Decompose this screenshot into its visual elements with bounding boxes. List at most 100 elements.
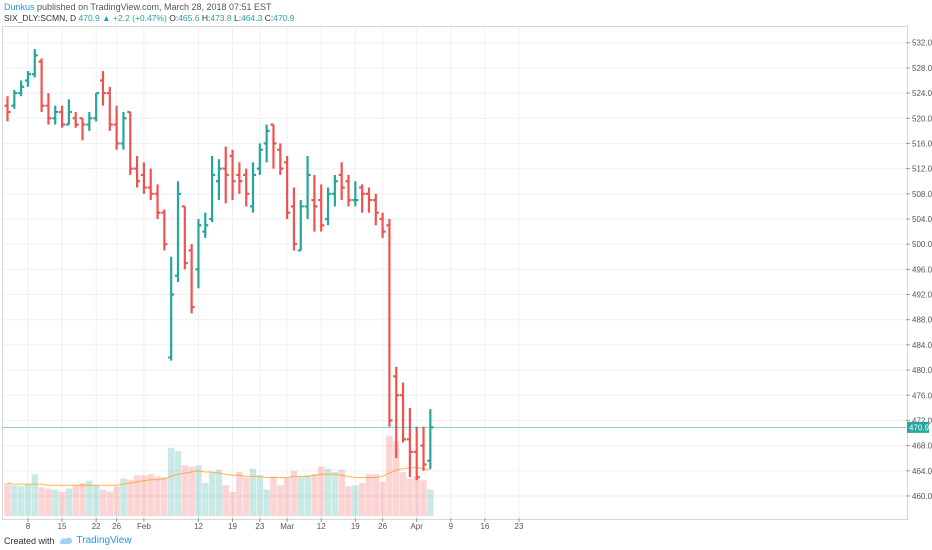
close-label: C:	[264, 13, 274, 23]
ohlc-bar	[11, 89, 18, 109]
publish-info: Dunkus published on TradingView.com, Mar…	[4, 2, 272, 13]
volume-bar	[167, 447, 175, 516]
x-tick-label: 23	[255, 522, 264, 531]
volume-bar	[202, 483, 209, 516]
y-tick-label: 504.0	[912, 215, 932, 224]
ohlc-bar	[175, 181, 181, 282]
ohlc-bar	[79, 117, 86, 141]
ohlc-bar	[99, 71, 106, 106]
ohlc-bar	[52, 105, 59, 125]
ohlc-bar	[304, 156, 311, 219]
ohlc-bar	[134, 156, 141, 188]
y-tick-label: 532.0	[912, 39, 932, 48]
y-tick-label: 496.0	[912, 265, 932, 274]
up-arrow-icon: ▲	[102, 13, 111, 23]
volume-bar	[195, 465, 202, 516]
x-tick-label: 15	[58, 522, 67, 531]
ohlc-bar	[318, 184, 325, 232]
ohlc-bar	[154, 184, 161, 219]
y-tick-label: 488.0	[912, 316, 932, 325]
created-with-label: Created with	[4, 535, 55, 546]
volume-bar	[17, 486, 25, 516]
author-link[interactable]: Dunkus	[4, 2, 35, 12]
volume-bar	[24, 484, 32, 516]
ohlc-bar	[86, 111, 93, 131]
ohlc-bar	[277, 143, 284, 175]
ohlc-bar	[263, 124, 270, 163]
volume-bar	[65, 488, 73, 516]
y-tick-label: 464.0	[912, 467, 932, 476]
volume-bar	[236, 472, 243, 516]
ohlc-bar	[284, 156, 291, 219]
volume-bar	[297, 476, 304, 516]
current-price-tag	[907, 421, 929, 433]
ohlc-bar	[393, 366, 400, 459]
x-tick-label: 16	[480, 522, 489, 531]
ohlc-bar	[236, 162, 243, 194]
ohlc-bar	[256, 143, 263, 175]
ohlc-legend: SIX_DLY:SCMN, D 470.9 ▲ +2.2 (+0.47%) O:…	[4, 13, 295, 24]
ohlc-bar	[400, 382, 407, 443]
ohlc-bar	[290, 187, 297, 251]
volume-bar	[243, 477, 250, 516]
volume-bar	[215, 469, 223, 516]
ohlc-bar	[72, 111, 79, 128]
ohlc-bar	[161, 209, 168, 251]
ohlc-bar	[24, 71, 31, 87]
ohlc-bar	[338, 162, 345, 201]
ohlc-bar	[379, 212, 386, 238]
ohlc-bar	[168, 256, 175, 361]
tradingview-brand[interactable]: TradingView	[76, 535, 132, 546]
ohlc-bar	[202, 212, 209, 238]
volume-bar	[181, 465, 189, 516]
ohlc-bar	[140, 162, 147, 194]
x-tick-label: Feb	[137, 522, 151, 531]
volume-bar	[270, 476, 277, 516]
volume-bar	[338, 469, 345, 516]
x-tick-label: 22	[92, 522, 101, 531]
ohlc-bar	[188, 244, 195, 314]
ohlc-bar	[331, 174, 338, 207]
volume-bar	[11, 485, 18, 516]
ohlc-bar	[413, 426, 420, 481]
open-label: O:	[169, 13, 179, 23]
volume-bar	[133, 475, 141, 516]
volume-bar	[379, 481, 386, 516]
volume-bar	[99, 489, 107, 516]
volume-bar	[290, 470, 298, 516]
y-tick-label: 512.0	[912, 165, 932, 174]
volume-bar	[4, 483, 11, 516]
y-tick-label: 516.0	[912, 139, 932, 148]
volume-bar	[52, 489, 59, 516]
publish-date: published on TradingView.com, March 28, …	[37, 2, 272, 12]
volume-bar	[45, 488, 52, 516]
y-tick-label: 520.0	[912, 114, 932, 123]
volume-bar	[331, 472, 339, 516]
volume-bar	[406, 478, 414, 516]
volume-bar	[318, 466, 325, 516]
ohlc-bar	[4, 96, 11, 122]
volume-bar	[140, 475, 148, 516]
ohlc-bar	[65, 99, 72, 126]
x-tick-label: 8	[26, 522, 31, 531]
ohlc-bar	[120, 111, 127, 150]
volume-bar	[113, 486, 120, 516]
x-tick-label: 12	[194, 522, 203, 531]
high-label: H:	[201, 13, 211, 23]
x-tick-label: 9	[449, 522, 454, 531]
ohlc-bar	[127, 110, 134, 175]
ohlc-bar	[93, 91, 100, 122]
y-tick-label: 480.0	[912, 366, 932, 375]
x-tick-label: Mar	[280, 522, 294, 531]
ohlc-bar	[406, 407, 413, 478]
x-tick-label: 26	[378, 522, 387, 531]
ohlc-bar	[243, 168, 250, 207]
y-tick-label: 484.0	[912, 341, 932, 350]
x-tick-label: 19	[228, 522, 237, 531]
volume-bar	[72, 485, 79, 516]
x-tick-label: 26	[112, 522, 121, 531]
ohlc-bar	[365, 187, 372, 213]
volume-bar	[154, 476, 161, 516]
x-tick-label: 12	[317, 522, 326, 531]
